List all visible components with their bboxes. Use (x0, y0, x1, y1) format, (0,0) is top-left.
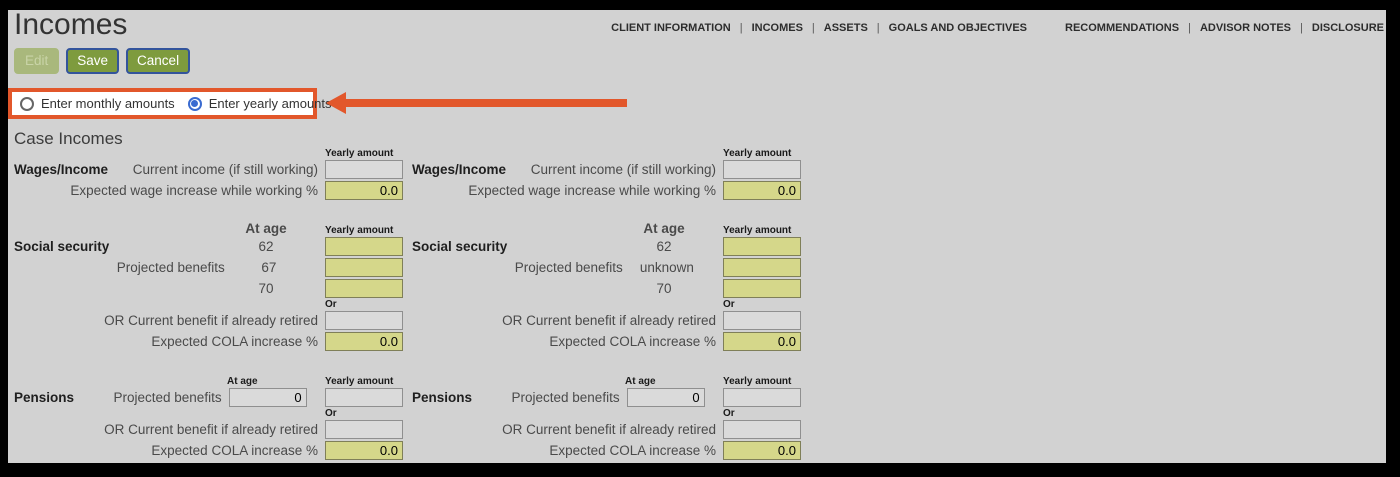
social-security-label: Social security (14, 239, 110, 254)
at-age-header: At age (625, 376, 656, 387)
ss-current-benefit-label: OR Current benefit if already retired (104, 313, 318, 328)
social-security-label: Social security (412, 239, 508, 254)
yearly-amount-header: Yearly amount (723, 376, 792, 387)
ss-age-67: 67 (261, 260, 277, 275)
ss-current-benefit-input[interactable] (723, 311, 801, 330)
wages-income-label: Wages/Income (14, 162, 109, 177)
annotation-arrow-shaft (344, 99, 627, 107)
ss-age-62: 62 (656, 239, 672, 254)
ss-cola-input[interactable] (723, 332, 801, 351)
yearly-amount-header: Yearly amount (325, 225, 394, 236)
or-header: Or (325, 299, 337, 310)
nav-recommendations[interactable]: RECOMMENDATIONS (1065, 22, 1180, 34)
case-incomes-panels: Yearly amount Wages/Income Current incom… (14, 146, 801, 461)
current-income-label: Current income (if still working) (132, 162, 318, 177)
ss-age-70: 70 (656, 281, 672, 296)
pension-amount-input[interactable] (723, 388, 801, 407)
current-income-label: Current income (if still working) (530, 162, 716, 177)
nav-separator: | (811, 22, 815, 34)
ss-benefit-age-67-input[interactable] (325, 258, 403, 277)
wages-income-label: Wages/Income (412, 162, 507, 177)
nav-separator: | (1300, 22, 1303, 34)
or-header: Or (325, 408, 337, 419)
yearly-amount-header: Yearly amount (325, 148, 394, 159)
projected-benefits-label: Projected benefits (514, 260, 623, 275)
nav-separator: | (876, 22, 880, 34)
pension-age-input[interactable] (626, 388, 705, 407)
pension-current-benefit-input[interactable] (723, 420, 801, 439)
page-title: Incomes (14, 8, 128, 41)
radio-unchecked-icon[interactable] (20, 96, 34, 111)
top-navigation: CLIENT INFORMATION | INCOMES | ASSETS | … (611, 22, 1384, 34)
cancel-button[interactable]: Cancel (126, 48, 191, 74)
radio-checked-icon[interactable] (187, 96, 202, 111)
or-header: Or (723, 299, 735, 310)
ss-benefit-age-70-input[interactable] (723, 279, 801, 298)
ss-cola-label: Expected COLA increase % (151, 334, 318, 349)
ss-age-62: 62 (258, 239, 274, 254)
ss-age-unknown: unknown (639, 260, 694, 275)
income-panel-client-1: Yearly amount Wages/Income Current incom… (14, 146, 403, 461)
ss-benefit-age-62-input[interactable] (325, 237, 403, 256)
nav-disclosure[interactable]: DISCLOSURE (1311, 22, 1384, 34)
current-income-input[interactable] (325, 160, 403, 179)
pension-age-input[interactable] (228, 388, 307, 407)
wage-increase-input[interactable] (325, 181, 403, 200)
wage-increase-input[interactable] (723, 181, 801, 200)
pension-cola-input[interactable] (723, 441, 801, 460)
monthly-amounts-label: Enter monthly amounts (41, 96, 175, 111)
incomes-page: Incomes CLIENT INFORMATION | INCOMES | A… (8, 8, 1386, 463)
pension-projected-benefits-label: Projected benefits (113, 390, 222, 405)
yearly-amount-header: Yearly amount (723, 148, 792, 159)
nav-client-information[interactable]: CLIENT INFORMATION (611, 22, 731, 34)
pension-cola-label: Expected COLA increase % (549, 443, 716, 458)
pension-current-benefit-label: OR Current benefit if already retired (502, 422, 716, 437)
nav-separator: | (739, 22, 743, 34)
ss-current-benefit-input[interactable] (325, 311, 403, 330)
nav-incomes[interactable]: INCOMES (751, 22, 803, 34)
yearly-amounts-label: Enter yearly amounts (208, 96, 332, 111)
projected-benefits-label: Projected benefits (116, 260, 225, 275)
nav-assets[interactable]: ASSETS (823, 22, 868, 34)
ss-age-70: 70 (258, 281, 274, 296)
income-panel-client-2: Yearly amount Wages/Income Current incom… (412, 146, 801, 461)
ss-cola-input[interactable] (325, 332, 403, 351)
ss-benefit-age-70-input[interactable] (325, 279, 403, 298)
pension-projected-benefits-label: Projected benefits (511, 390, 620, 405)
pension-cola-input[interactable] (325, 441, 403, 460)
save-button[interactable]: Save (66, 48, 120, 74)
monthly-amounts-radio-option[interactable]: Enter monthly amounts (20, 96, 175, 111)
wage-increase-label: Expected wage increase while working % (468, 183, 716, 198)
pension-cola-label: Expected COLA increase % (151, 443, 318, 458)
ss-current-benefit-label: OR Current benefit if already retired (502, 313, 716, 328)
nav-advisor-notes[interactable]: ADVISOR NOTES (1199, 22, 1292, 34)
pension-current-benefit-input[interactable] (325, 420, 403, 439)
current-income-input[interactable] (723, 160, 801, 179)
wage-increase-label: Expected wage increase while working % (70, 183, 318, 198)
pension-amount-input[interactable] (325, 388, 403, 407)
pensions-label: Pensions (412, 390, 473, 405)
at-age-header: At age (245, 221, 287, 236)
yearly-amounts-radio-option[interactable]: Enter yearly amounts (187, 96, 332, 111)
yearly-amount-header: Yearly amount (723, 225, 792, 236)
edit-button: Edit (14, 48, 60, 74)
ss-benefit-age-62-input[interactable] (723, 237, 801, 256)
case-incomes-heading: Case Incomes (14, 129, 123, 148)
at-age-header: At age (643, 221, 685, 236)
ss-benefit-age-unknown-input[interactable] (723, 258, 801, 277)
pension-current-benefit-label: OR Current benefit if already retired (104, 422, 318, 437)
nav-separator: | (1188, 22, 1191, 34)
pensions-label: Pensions (14, 390, 75, 405)
or-header: Or (723, 408, 735, 419)
toolbar: Edit Save Cancel (14, 48, 191, 74)
annotation-arrow-icon (326, 92, 346, 114)
amount-mode-highlight-box: Enter monthly amounts Enter yearly amoun… (8, 88, 332, 119)
at-age-header: At age (227, 376, 258, 387)
ss-cola-label: Expected COLA increase % (549, 334, 716, 349)
nav-goals-and-objectives[interactable]: GOALS AND OBJECTIVES (888, 22, 1027, 34)
yearly-amount-header: Yearly amount (325, 376, 394, 387)
